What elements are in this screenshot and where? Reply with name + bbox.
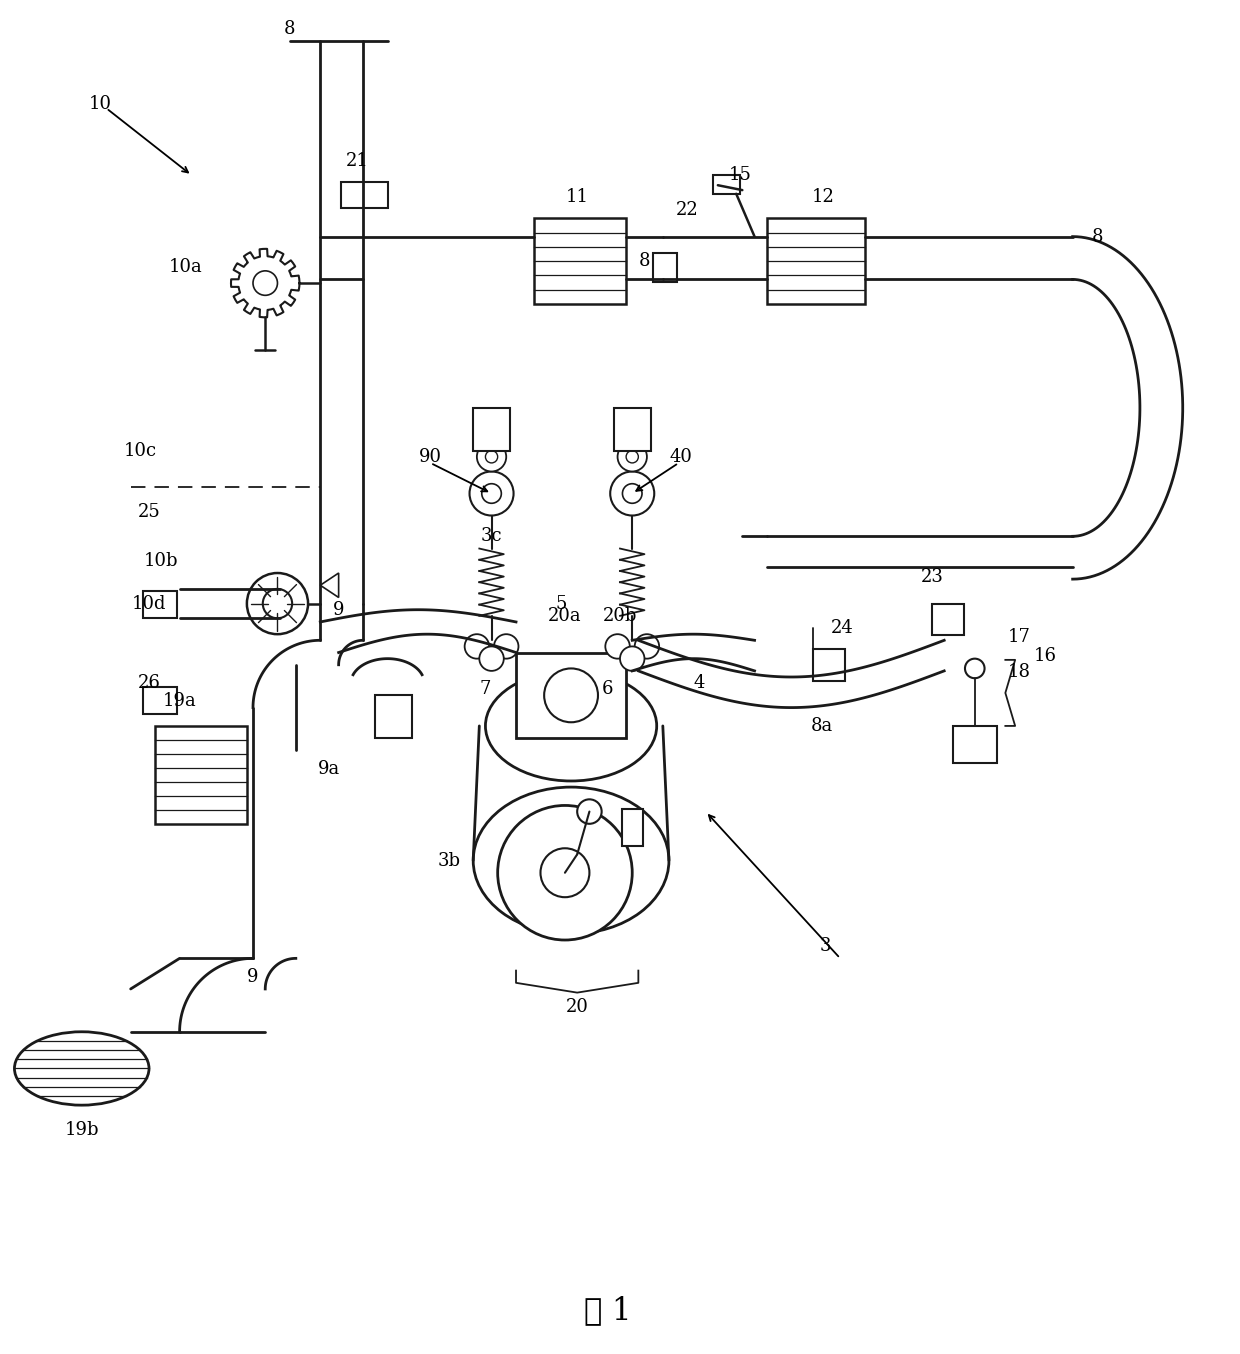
Circle shape bbox=[620, 646, 645, 670]
Bar bbox=[143, 686, 177, 714]
Circle shape bbox=[465, 634, 489, 658]
Bar bbox=[516, 653, 626, 738]
Text: 22: 22 bbox=[676, 200, 698, 219]
Bar bbox=[534, 218, 626, 303]
Text: 10b: 10b bbox=[144, 552, 179, 570]
Circle shape bbox=[965, 658, 985, 678]
Bar bbox=[143, 592, 177, 619]
Circle shape bbox=[247, 573, 308, 634]
Bar bbox=[341, 181, 388, 209]
Text: 19b: 19b bbox=[64, 1121, 99, 1139]
Text: 10a: 10a bbox=[169, 259, 202, 276]
Text: 11: 11 bbox=[565, 188, 589, 206]
Text: 10: 10 bbox=[88, 96, 112, 114]
Text: 5: 5 bbox=[556, 594, 567, 612]
Circle shape bbox=[622, 483, 642, 504]
Bar bbox=[813, 649, 846, 681]
Text: 6: 6 bbox=[601, 680, 614, 699]
Text: 3: 3 bbox=[820, 937, 831, 955]
Bar bbox=[155, 726, 247, 823]
Text: 12: 12 bbox=[812, 188, 835, 206]
Text: 15: 15 bbox=[728, 167, 751, 184]
Text: 图 1: 图 1 bbox=[584, 1296, 631, 1326]
Circle shape bbox=[618, 443, 647, 471]
Circle shape bbox=[635, 634, 660, 658]
Circle shape bbox=[541, 848, 589, 898]
Text: 8: 8 bbox=[284, 20, 295, 38]
Text: 20b: 20b bbox=[603, 607, 637, 624]
Text: 8: 8 bbox=[1091, 227, 1102, 245]
Circle shape bbox=[480, 646, 503, 670]
Text: 3c: 3c bbox=[481, 527, 502, 546]
Polygon shape bbox=[320, 573, 339, 597]
Text: 9: 9 bbox=[332, 601, 345, 619]
Bar bbox=[622, 810, 644, 846]
Text: 10c: 10c bbox=[124, 441, 157, 460]
Text: 7: 7 bbox=[480, 680, 491, 699]
Circle shape bbox=[263, 589, 293, 619]
Bar bbox=[932, 604, 963, 635]
Circle shape bbox=[626, 451, 639, 463]
Circle shape bbox=[485, 451, 497, 463]
Circle shape bbox=[497, 806, 632, 940]
Bar bbox=[952, 726, 997, 762]
Text: 8: 8 bbox=[639, 252, 650, 269]
Text: 18: 18 bbox=[1007, 663, 1030, 681]
Text: 20a: 20a bbox=[548, 607, 582, 624]
Circle shape bbox=[605, 634, 630, 658]
Text: 9: 9 bbox=[247, 968, 259, 986]
Bar bbox=[713, 176, 740, 194]
Text: 24: 24 bbox=[831, 619, 854, 638]
Text: 26: 26 bbox=[138, 674, 160, 692]
Text: 16: 16 bbox=[1034, 647, 1058, 665]
Text: 8a: 8a bbox=[811, 716, 833, 735]
Bar bbox=[766, 218, 864, 303]
Circle shape bbox=[494, 634, 518, 658]
Text: 25: 25 bbox=[138, 502, 160, 521]
Text: 3b: 3b bbox=[438, 852, 460, 869]
Circle shape bbox=[482, 483, 501, 504]
Ellipse shape bbox=[485, 670, 657, 781]
Text: 20: 20 bbox=[565, 998, 589, 1017]
Text: 19a: 19a bbox=[162, 692, 196, 711]
Ellipse shape bbox=[15, 1032, 149, 1105]
Bar bbox=[614, 408, 651, 451]
Text: 90: 90 bbox=[419, 448, 441, 466]
Bar bbox=[653, 252, 677, 282]
Text: 4: 4 bbox=[694, 674, 706, 692]
Circle shape bbox=[253, 271, 278, 295]
Circle shape bbox=[477, 443, 506, 471]
Bar bbox=[474, 408, 510, 451]
Text: 17: 17 bbox=[1007, 628, 1030, 646]
Circle shape bbox=[470, 471, 513, 516]
Text: 10d: 10d bbox=[131, 594, 166, 612]
Circle shape bbox=[577, 799, 601, 823]
Text: 40: 40 bbox=[670, 448, 693, 466]
Circle shape bbox=[544, 669, 598, 722]
Text: 23: 23 bbox=[920, 567, 944, 586]
Circle shape bbox=[610, 471, 655, 516]
Bar bbox=[376, 696, 412, 738]
Text: 21: 21 bbox=[346, 152, 368, 169]
Ellipse shape bbox=[474, 787, 668, 934]
Text: 9a: 9a bbox=[317, 760, 340, 777]
